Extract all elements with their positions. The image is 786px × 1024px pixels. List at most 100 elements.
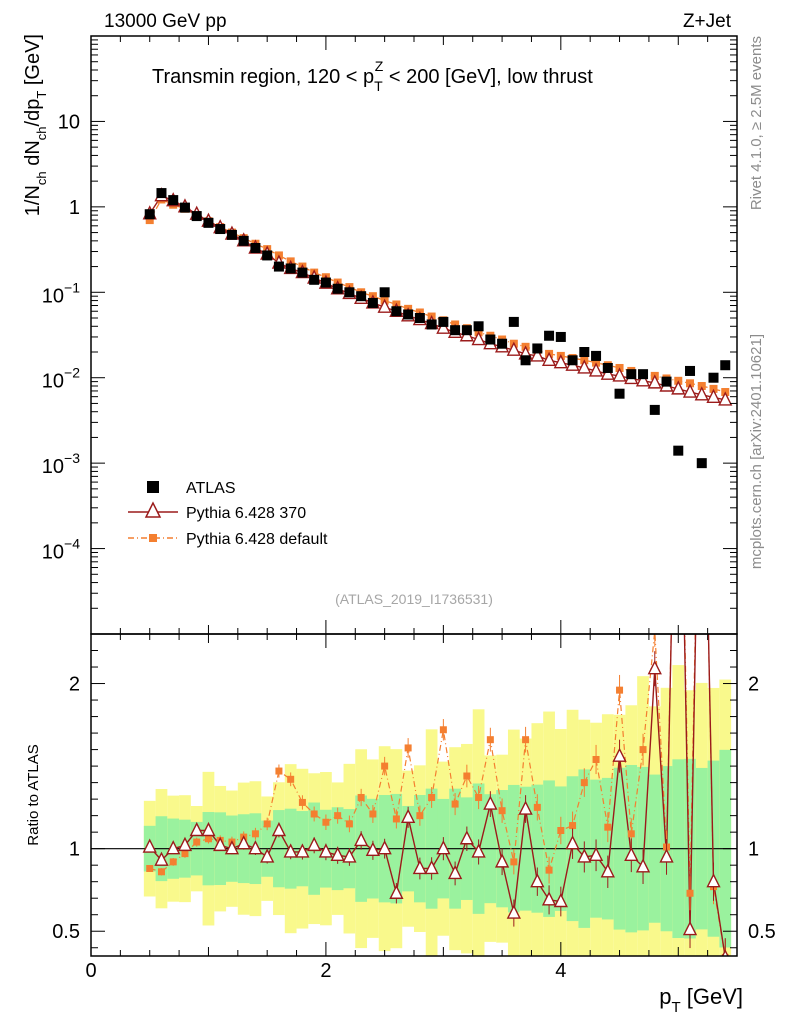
ratio-pythia-default-point	[510, 858, 518, 866]
legend-marker-atlas	[147, 481, 159, 493]
ratio-pythia-370-point	[530, 873, 545, 888]
x-tick-label: 2	[320, 960, 331, 982]
atlas-data-point	[661, 376, 672, 387]
ratio-y-axis-label: Ratio to ATLAS	[25, 744, 42, 845]
atlas-data-point	[720, 360, 731, 371]
atlas-data-point	[168, 195, 179, 206]
atlas-data-point	[508, 316, 519, 327]
ratio-pythia-370-point	[612, 747, 627, 762]
pythia-370-point	[471, 330, 486, 346]
atlas-data-point	[203, 217, 214, 228]
ratio-pythia-370-point	[682, 921, 698, 936]
ratio-pythia-370-point	[696, 297, 708, 309]
atlas-data-point	[497, 338, 508, 349]
ratio-pythia-default-point	[557, 827, 565, 835]
ratio-pythia-370-point	[271, 821, 287, 837]
ratio-pythia-default-point	[193, 838, 201, 846]
ratio-pythia-370-point	[588, 846, 604, 861]
analysis-tag: (ATLAS_2019_I1736531)	[335, 591, 493, 607]
ratio-pythia-default-point	[463, 772, 471, 780]
ratio-pythia-370-point	[189, 821, 204, 837]
ratio-pythia-default-point	[475, 793, 483, 801]
axis-tick-labels: 0 2 4 10 1 10−1 10−2 10−3 10−4 0.5 0.5 1 1 2 2	[42, 111, 776, 982]
ratio-pythia-370-point	[577, 848, 592, 863]
ratio-pythia-370-point	[518, 800, 533, 815]
atlas-data-point	[673, 445, 684, 456]
legend-marker-pythia-370	[144, 501, 162, 518]
ratio-pythia-370-point	[721, 949, 729, 956]
header-left: 13000 GeV pp	[104, 11, 227, 32]
header-right: Z+Jet	[683, 11, 732, 32]
axis-ticks	[90, 36, 738, 956]
y-tick-label: 10−3	[42, 450, 80, 478]
ratio-pythia-default-point	[545, 866, 553, 874]
x-tick-label: 0	[85, 960, 96, 982]
ratio-pythia-default-point	[616, 686, 624, 694]
atlas-data-point	[238, 235, 249, 246]
atlas-data-point	[320, 277, 331, 288]
ratio-pythia-370-point	[447, 864, 463, 880]
atlas-data-point	[414, 313, 425, 324]
atlas-data-point	[685, 365, 696, 376]
ratio-pythia-default-point	[592, 755, 600, 763]
atlas-data-point	[367, 297, 378, 308]
atlas-data-point	[567, 355, 578, 366]
atlas-data-point	[602, 362, 613, 373]
x-tick-label: 4	[555, 960, 566, 982]
ratio-pythia-370-point	[177, 836, 193, 852]
legend-label-atlas: ATLAS	[186, 480, 236, 497]
y-tick-label: 10−2	[42, 365, 80, 393]
ratio-pythia-default-point	[439, 726, 447, 734]
y-tick-label: 10−4	[42, 536, 80, 564]
ratio-y-tick-label-left: 0.5	[52, 921, 80, 943]
ratio-pythia-370-point	[318, 843, 334, 858]
pythia-370-point	[588, 362, 604, 377]
ratio-y-tick-label-right: 1	[748, 839, 759, 861]
ratio-pythia-default-point	[486, 736, 494, 744]
pythia-370-point	[577, 359, 592, 374]
ratio-y-tick-label-left: 1	[69, 839, 80, 861]
main-series	[142, 187, 733, 469]
ratio-pythia-default-point	[580, 779, 588, 787]
ratio-pythia-default-point	[275, 767, 283, 775]
ratio-pythia-370-point	[365, 841, 381, 857]
legend-label-pythia-default: Pythia 6.428 default	[186, 531, 328, 548]
ratio-pythia-default-point	[451, 800, 459, 808]
ratio-pythia-default-point	[428, 793, 436, 801]
ratio-pythia-default-point	[345, 820, 353, 828]
pythia-370-point	[553, 354, 568, 369]
atlas-data-point	[356, 291, 367, 302]
pythia-default-point	[697, 381, 706, 390]
pythia-default-point	[686, 379, 695, 388]
atlas-data-point	[262, 250, 273, 261]
atlas-data-point	[285, 263, 296, 274]
ratio-pythia-default-point	[522, 736, 530, 744]
ratio-pythia-default-point	[169, 858, 177, 866]
atlas-data-point	[144, 209, 155, 220]
atlas-data-point	[273, 261, 284, 272]
ratio-pythia-370-point	[436, 840, 451, 855]
ratio-pythia-370-point	[389, 884, 404, 899]
ratio-y-tick-label-left: 2	[69, 674, 80, 696]
y-tick-label: 10	[58, 111, 80, 133]
ratio-pythia-default-point	[204, 835, 212, 843]
ratio-pythia-default-point	[334, 812, 342, 820]
ratio-pythia-default-point	[157, 868, 165, 876]
atlas-data-point	[473, 321, 484, 332]
ratio-pythia-370-point	[459, 830, 474, 845]
ratio-pythia-default-point	[357, 793, 365, 801]
ratio-pythia-default-point	[263, 820, 271, 828]
ratio-pythia-370-point	[624, 846, 639, 861]
atlas-data-point	[379, 287, 390, 298]
ratio-pythia-default-point	[392, 815, 400, 823]
atlas-data-point	[179, 202, 190, 213]
pythia-370-point	[706, 388, 721, 403]
pythia-370-point	[600, 365, 615, 380]
ratio-pythia-default-point	[639, 746, 647, 754]
ratio-pythia-370-point	[283, 843, 298, 858]
ratio-pythia-370-point	[248, 840, 263, 855]
legend: ATLAS Pythia 6.428 370 Pythia 6.428 defa…	[128, 480, 328, 548]
y-tick-label: 10−1	[42, 279, 80, 307]
ratio-pythia-default-point	[698, 300, 705, 307]
